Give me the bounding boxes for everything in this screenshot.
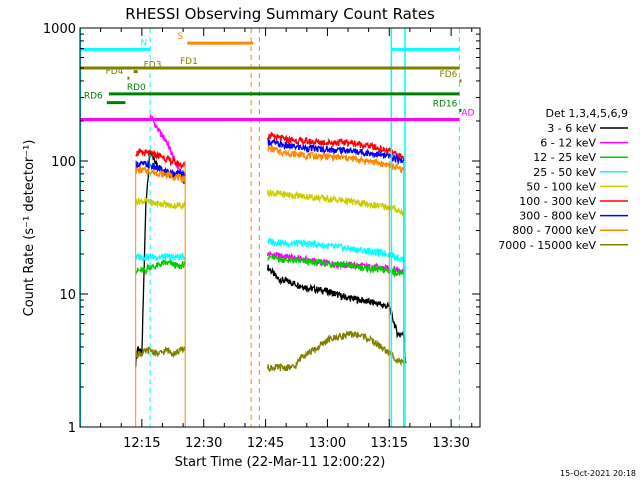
series-line — [266, 330, 405, 373]
chart-title: RHESSI Observing Summary Count Rates — [125, 5, 435, 23]
flag-label: RD16 — [433, 99, 458, 109]
y-tick-label: 1 — [68, 421, 76, 436]
x-tick-label: 13:15 — [371, 436, 408, 451]
series-line — [135, 160, 186, 179]
series-line — [266, 264, 407, 364]
flag-label: RD6 — [84, 92, 103, 102]
x-tick-label: 13:00 — [309, 436, 346, 451]
flag-label: FD3 — [144, 61, 162, 71]
date-stamp: 15-Oct-2021 20:18 — [560, 469, 636, 478]
series-line — [267, 144, 405, 174]
flag-label: N — [140, 38, 147, 48]
series-line — [135, 252, 186, 262]
legend-label: 300 - 800 keV — [519, 210, 596, 223]
y-tick-label: 10 — [59, 288, 76, 303]
plot-data-layer — [135, 114, 407, 373]
y-tick-label: 100 — [51, 155, 76, 170]
y-axis: 1 10 100 1000 — [43, 22, 480, 436]
x-tick-label: 12:45 — [247, 436, 284, 451]
flag-label: FD1 — [180, 57, 198, 67]
flag-label: S — [177, 32, 183, 42]
flag-label: FD4 — [106, 67, 124, 77]
legend-label: 12 - 25 keV — [533, 151, 596, 164]
flag-label: FD6 — [440, 70, 458, 80]
series-line — [267, 131, 405, 162]
flag-label: AD — [461, 109, 474, 119]
y-axis-label: Count Rate (s⁻¹ detector⁻¹) — [22, 140, 37, 317]
x-axis-label: Start Time (22-Mar-11 12:00:22) — [175, 455, 386, 470]
series-line — [135, 165, 186, 183]
legend-label: 6 - 12 keV — [540, 137, 596, 150]
series-line — [267, 253, 405, 278]
legend-label: 25 - 50 keV — [533, 166, 596, 179]
series-line — [135, 147, 186, 170]
legend-label: 50 - 100 keV — [526, 180, 596, 193]
series-line — [135, 197, 186, 211]
x-axis: 12:15 12:30 12:45 13:00 13:15 13:30 — [100, 28, 473, 451]
series-line — [267, 236, 405, 264]
legend-label: 800 - 7000 keV — [512, 224, 596, 237]
legend-title: Det 1,3,4,5,6,9 — [545, 107, 628, 120]
series-line — [266, 189, 405, 217]
plot-frame — [79, 27, 481, 428]
series-line — [135, 345, 186, 359]
x-tick-label: 12:15 — [123, 436, 160, 451]
x-tick-label: 13:30 — [432, 436, 469, 451]
x-tick-label: 12:30 — [185, 436, 222, 451]
legend-label: 100 - 300 keV — [519, 195, 596, 208]
series-line — [135, 258, 186, 276]
flag-label: RD0 — [127, 83, 146, 93]
legend-label: 7000 - 15000 keV — [498, 239, 596, 252]
series-line — [267, 138, 405, 165]
y-tick-label: 1000 — [43, 22, 76, 37]
legend-label: 3 - 6 keV — [547, 122, 596, 135]
